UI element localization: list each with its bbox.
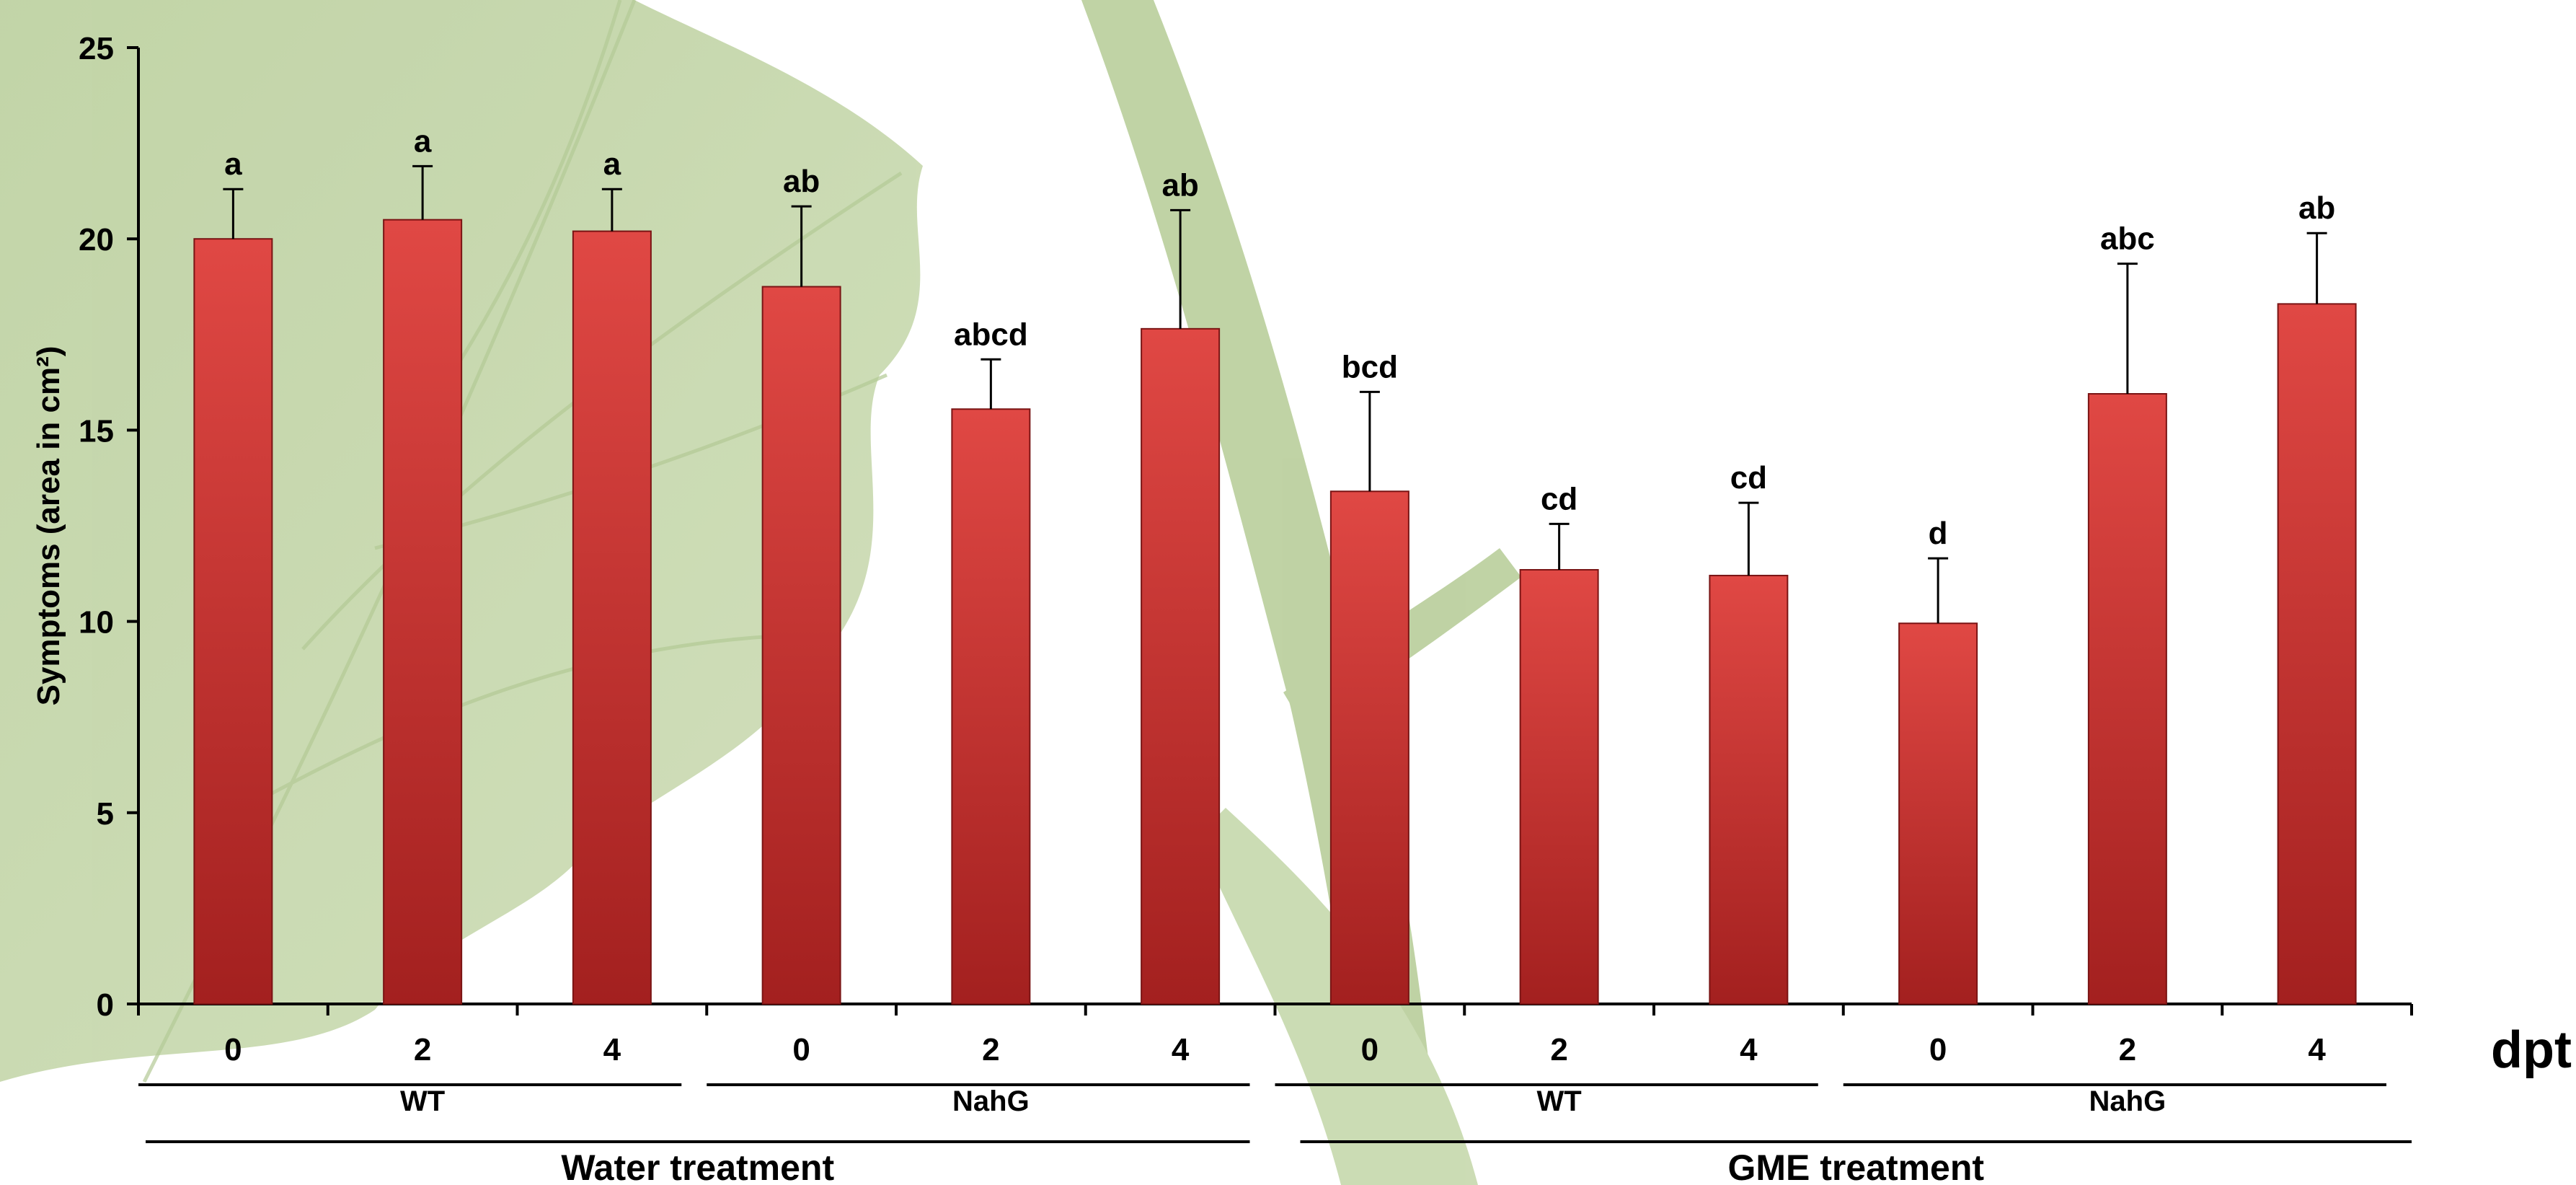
- bar-6: [1329, 490, 1409, 1005]
- significance-label-11: ab: [2298, 190, 2335, 226]
- bar-9: [1898, 622, 1978, 1005]
- x-tick-label-2: 4: [603, 1032, 621, 1067]
- bar-1: [383, 219, 463, 1005]
- genotype-group-label-2: WT: [1537, 1085, 1582, 1117]
- x-tick-label-7: 2: [1550, 1032, 1567, 1067]
- significance-label-1: a: [414, 123, 432, 159]
- x-tick-label-3: 0: [792, 1032, 810, 1067]
- y-tick-label: 15: [79, 413, 114, 449]
- y-tick-label: 10: [79, 605, 114, 640]
- x-tick-label-5: 4: [1172, 1032, 1190, 1067]
- x-axis-unit-label: dpt: [2491, 1021, 2572, 1079]
- significance-label-6: bcd: [1342, 349, 1398, 384]
- significance-label-2: a: [603, 146, 621, 182]
- bar-0: [193, 238, 273, 1005]
- x-tick-label-6: 0: [1361, 1032, 1378, 1067]
- bar-3: [761, 286, 841, 1005]
- x-tick-label-10: 2: [2119, 1032, 2136, 1067]
- significance-label-10: abc: [2100, 221, 2155, 257]
- x-tick-label-9: 0: [1929, 1032, 1947, 1067]
- significance-label-0: a: [224, 146, 242, 182]
- x-tick-label-4: 2: [982, 1032, 999, 1067]
- significance-label-3: ab: [783, 164, 820, 199]
- y-axis-title: Symptoms (area in cm²): [31, 346, 66, 706]
- significance-label-8: cd: [1730, 460, 1767, 495]
- y-tick-label: 25: [79, 31, 114, 66]
- genotype-group-label-3: NahG: [2089, 1085, 2166, 1117]
- significance-label-7: cd: [1541, 481, 1577, 516]
- x-tick-label-8: 4: [1740, 1032, 1758, 1067]
- x-tick-label-0: 0: [224, 1032, 242, 1067]
- y-tick-label: 20: [79, 222, 114, 257]
- x-tick-label-1: 2: [414, 1032, 431, 1067]
- significance-label-5: ab: [1161, 167, 1198, 203]
- bar-8: [1709, 574, 1789, 1005]
- genotype-group-label-1: NahG: [952, 1085, 1030, 1117]
- bar-11: [2277, 303, 2357, 1005]
- bar-2: [572, 230, 652, 1005]
- bar-10: [2087, 393, 2167, 1005]
- significance-label-4: abcd: [954, 317, 1028, 352]
- treatment-group-label-0: Water treatment: [561, 1147, 834, 1185]
- bar-4: [951, 408, 1031, 1005]
- bar-7: [1519, 568, 1599, 1005]
- treatment-group-label-1: GME treatment: [1727, 1147, 1984, 1185]
- bar-5: [1141, 327, 1221, 1005]
- genotype-group-label-0: WT: [400, 1085, 445, 1117]
- y-tick-label: 0: [97, 987, 114, 1023]
- y-tick-label: 5: [97, 796, 114, 832]
- significance-label-9: d: [1929, 516, 1948, 551]
- x-tick-label-11: 4: [2308, 1032, 2326, 1067]
